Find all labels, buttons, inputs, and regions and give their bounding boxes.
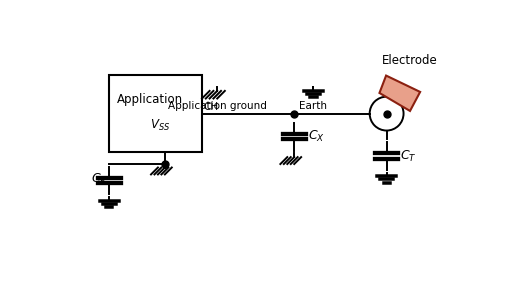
Text: CH: CH: [204, 102, 218, 112]
Text: $C_T$: $C_T$: [400, 149, 417, 163]
Text: Electrode: Electrode: [382, 54, 438, 67]
Text: $V_{SS}$: $V_{SS}$: [150, 118, 170, 133]
Polygon shape: [379, 76, 420, 111]
Text: Application ground: Application ground: [168, 101, 267, 110]
Text: Application: Application: [117, 93, 183, 106]
Text: $C_F$: $C_F$: [91, 171, 107, 187]
Bar: [109, 75, 202, 152]
Text: $C_X$: $C_X$: [308, 129, 325, 144]
Text: Earth: Earth: [299, 101, 328, 110]
